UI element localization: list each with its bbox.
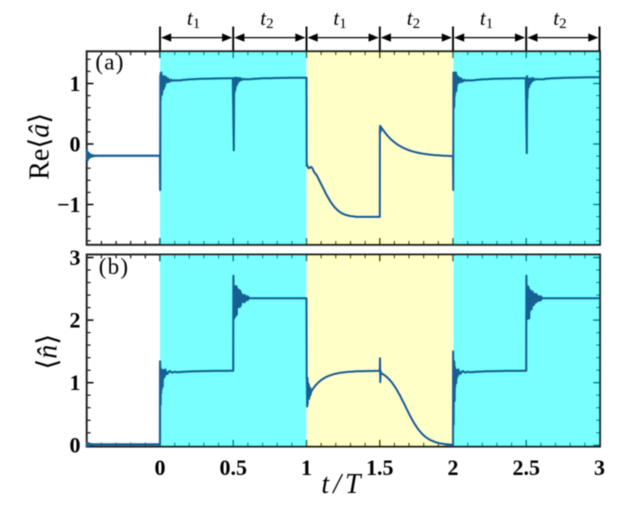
svg-text:⟨n̂⟩: ⟨n̂⟩ [32, 334, 63, 370]
svg-text:3: 3 [70, 245, 81, 270]
svg-text:t/T: t/T [321, 469, 364, 500]
svg-text:−1: −1 [57, 192, 81, 217]
svg-text:1: 1 [70, 71, 81, 96]
svg-text:2.5: 2.5 [512, 455, 540, 480]
svg-text:1.5: 1.5 [366, 455, 394, 480]
svg-text:1: 1 [70, 370, 81, 395]
svg-text:2: 2 [70, 307, 81, 332]
svg-text:0: 0 [70, 131, 81, 156]
svg-text:(b): (b) [99, 254, 129, 279]
svg-text:1: 1 [301, 455, 312, 480]
svg-text:3: 3 [594, 455, 605, 480]
svg-text:(a): (a) [95, 50, 124, 75]
svg-text:0.5: 0.5 [219, 455, 247, 480]
svg-text:0: 0 [70, 433, 81, 458]
svg-text:0: 0 [155, 455, 166, 480]
svg-text:2: 2 [448, 455, 459, 480]
svg-text:Re⟨â⟩: Re⟨â⟩ [25, 113, 56, 180]
